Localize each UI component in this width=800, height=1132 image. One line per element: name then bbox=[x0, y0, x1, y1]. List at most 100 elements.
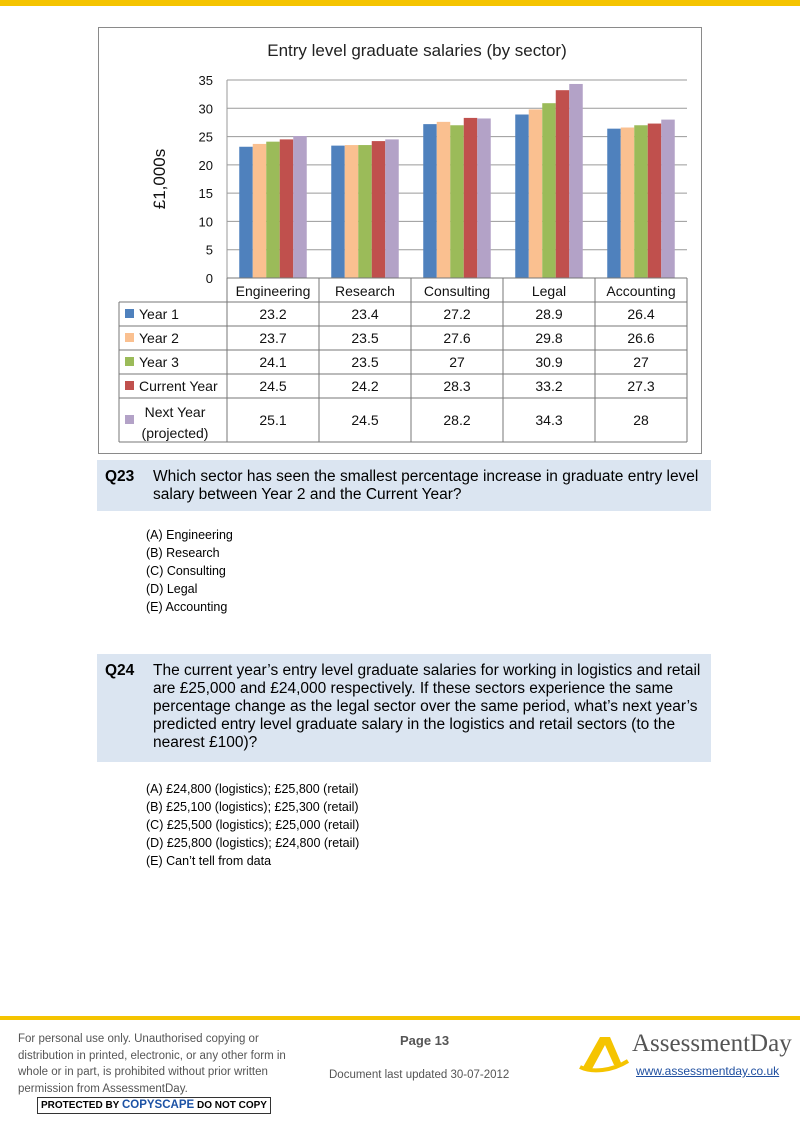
y-tick-label: 15 bbox=[199, 186, 213, 201]
q24-option-a[interactable]: (A) £24,800 (logistics); £25,800 (retail… bbox=[146, 782, 359, 796]
y-tick-label: 25 bbox=[199, 130, 213, 145]
bar-accounting-1 bbox=[620, 127, 635, 279]
brand-name: AssessmentDay bbox=[632, 1030, 792, 1057]
y-tick-label: 35 bbox=[199, 73, 213, 88]
bar-legal-3 bbox=[555, 90, 570, 278]
table-cell: 26.6 bbox=[627, 330, 654, 346]
table-cell: 23.2 bbox=[259, 306, 286, 322]
page-number: Page 13 bbox=[400, 1033, 450, 1048]
legend-swatch-4 bbox=[125, 415, 134, 424]
table-cell: 28 bbox=[633, 412, 649, 428]
legend-swatch-2 bbox=[125, 357, 134, 366]
bar-research-4 bbox=[385, 139, 399, 278]
legend-label-4: Next Year (projected) bbox=[142, 404, 209, 441]
x-tick-label: Engineering bbox=[236, 283, 311, 299]
q23-option-e[interactable]: (E) Accounting bbox=[146, 600, 228, 614]
footer-accent-bar bbox=[0, 1016, 800, 1020]
table-cell: 24.1 bbox=[259, 354, 286, 370]
y-axis-label: £1,000s bbox=[150, 149, 169, 210]
q24-option-e[interactable]: (E) Can’t tell from data bbox=[146, 854, 272, 868]
table-cell: 24.5 bbox=[351, 412, 378, 428]
table-cell: 28.2 bbox=[443, 412, 470, 428]
table-cell: 23.7 bbox=[259, 330, 286, 346]
y-tick-label: 0 bbox=[206, 271, 213, 286]
question-24-options: (A) £24,800 (logistics); £25,800 (retail… bbox=[146, 780, 359, 870]
q23-option-d[interactable]: (D) Legal bbox=[146, 582, 198, 596]
website-link[interactable]: www.assessmentday.co.uk bbox=[636, 1064, 780, 1078]
bar-legal-1 bbox=[528, 109, 543, 278]
table-cell: 24.2 bbox=[351, 378, 378, 394]
bar-engineering-0 bbox=[239, 146, 253, 278]
bar-consulting-4 bbox=[477, 118, 491, 279]
q23-option-c[interactable]: (C) Consulting bbox=[146, 564, 226, 578]
bar-consulting-0 bbox=[423, 124, 437, 278]
table-cell: 23.5 bbox=[351, 330, 378, 346]
copyscape-badge[interactable]: PROTECTED BY COPYSCAPE DO NOT COPY bbox=[37, 1097, 271, 1114]
y-tick-label: 10 bbox=[199, 214, 213, 229]
bar-consulting-3 bbox=[463, 117, 478, 278]
table-cell: 28.3 bbox=[443, 378, 470, 394]
copyright-notice: For personal use only. Unauthorised copy… bbox=[18, 1033, 286, 1095]
question-24-number: Q24 bbox=[105, 662, 135, 679]
legend-label-1: Year 2 bbox=[139, 330, 179, 346]
bar-research-2 bbox=[358, 145, 372, 278]
legend-label-0: Year 1 bbox=[139, 306, 179, 322]
table-cell: 26.4 bbox=[627, 306, 654, 322]
question-24-text: The current year’s entry level graduate … bbox=[153, 662, 701, 751]
x-tick-label: Legal bbox=[532, 283, 566, 299]
y-tick-label: 30 bbox=[199, 101, 213, 116]
last-updated: Document last updated 30-07-2012 bbox=[329, 1069, 510, 1081]
q24-option-d[interactable]: (D) £25,800 (logistics); £24,800 (retail… bbox=[146, 836, 360, 850]
bar-research-3 bbox=[371, 141, 386, 278]
question-23-text: Which sector has seen the smallest perce… bbox=[153, 468, 699, 503]
top-accent-bar bbox=[0, 0, 800, 6]
table-cell: 33.2 bbox=[535, 378, 562, 394]
bar-accounting-0 bbox=[607, 128, 621, 278]
legend-swatch-0 bbox=[125, 309, 134, 318]
legend-label-2: Year 3 bbox=[139, 354, 179, 370]
question-24-box: Q24 The current year’s entry level gradu… bbox=[97, 654, 711, 762]
bar-legal-4 bbox=[569, 83, 583, 279]
y-tick-label: 20 bbox=[199, 158, 213, 173]
q23-option-a[interactable]: (A) Engineering bbox=[146, 528, 233, 542]
q24-option-c[interactable]: (C) £25,500 (logistics); £25,000 (retail… bbox=[146, 818, 360, 832]
legend-label-3: Current Year bbox=[139, 378, 218, 394]
table-cell: 27.6 bbox=[443, 330, 470, 346]
y-tick-label: 5 bbox=[206, 243, 213, 258]
table-cell: 27 bbox=[633, 354, 649, 370]
x-tick-label: Consulting bbox=[424, 283, 490, 299]
bar-legal-2 bbox=[542, 103, 556, 279]
bar-consulting-2 bbox=[450, 125, 464, 278]
bar-research-0 bbox=[331, 145, 345, 278]
bar-research-1 bbox=[344, 145, 359, 278]
bar-accounting-2 bbox=[634, 125, 648, 278]
table-cell: 23.4 bbox=[351, 306, 378, 322]
bar-engineering-4 bbox=[293, 136, 307, 278]
q23-option-b[interactable]: (B) Research bbox=[146, 546, 220, 560]
x-tick-label: Accounting bbox=[606, 283, 675, 299]
x-tick-label: Research bbox=[335, 283, 395, 299]
table-cell: 27 bbox=[449, 354, 465, 370]
q24-option-b[interactable]: (B) £25,100 (logistics); £25,300 (retail… bbox=[146, 800, 359, 814]
question-23-box: Q23 Which sector has seen the smallest p… bbox=[97, 460, 711, 511]
bar-accounting-3 bbox=[647, 123, 662, 278]
copyscape-left: PROTECTED BY bbox=[41, 1100, 120, 1111]
table-cell: 27.2 bbox=[443, 306, 470, 322]
copyscape-mid: COPYSCAPE bbox=[121, 1099, 195, 1111]
table-cell: 24.5 bbox=[259, 378, 286, 394]
bar-engineering-3 bbox=[279, 139, 294, 278]
legend-swatch-1 bbox=[125, 333, 134, 342]
assessmentday-logo-icon bbox=[579, 1037, 630, 1073]
bar-consulting-1 bbox=[436, 121, 451, 278]
table-cell: 23.5 bbox=[351, 354, 378, 370]
table-cell: 34.3 bbox=[535, 412, 562, 428]
legend-swatch-3 bbox=[125, 381, 134, 390]
table-cell: 27.3 bbox=[627, 378, 654, 394]
question-23-options: (A) Engineering (B) Research (C) Consult… bbox=[146, 526, 233, 616]
table-cell: 30.9 bbox=[535, 354, 562, 370]
bar-engineering-1 bbox=[252, 143, 267, 278]
bar-accounting-4 bbox=[661, 119, 675, 278]
table-cell: 28.9 bbox=[535, 306, 562, 322]
table-cell: 25.1 bbox=[259, 412, 286, 428]
bar-legal-0 bbox=[515, 114, 529, 278]
